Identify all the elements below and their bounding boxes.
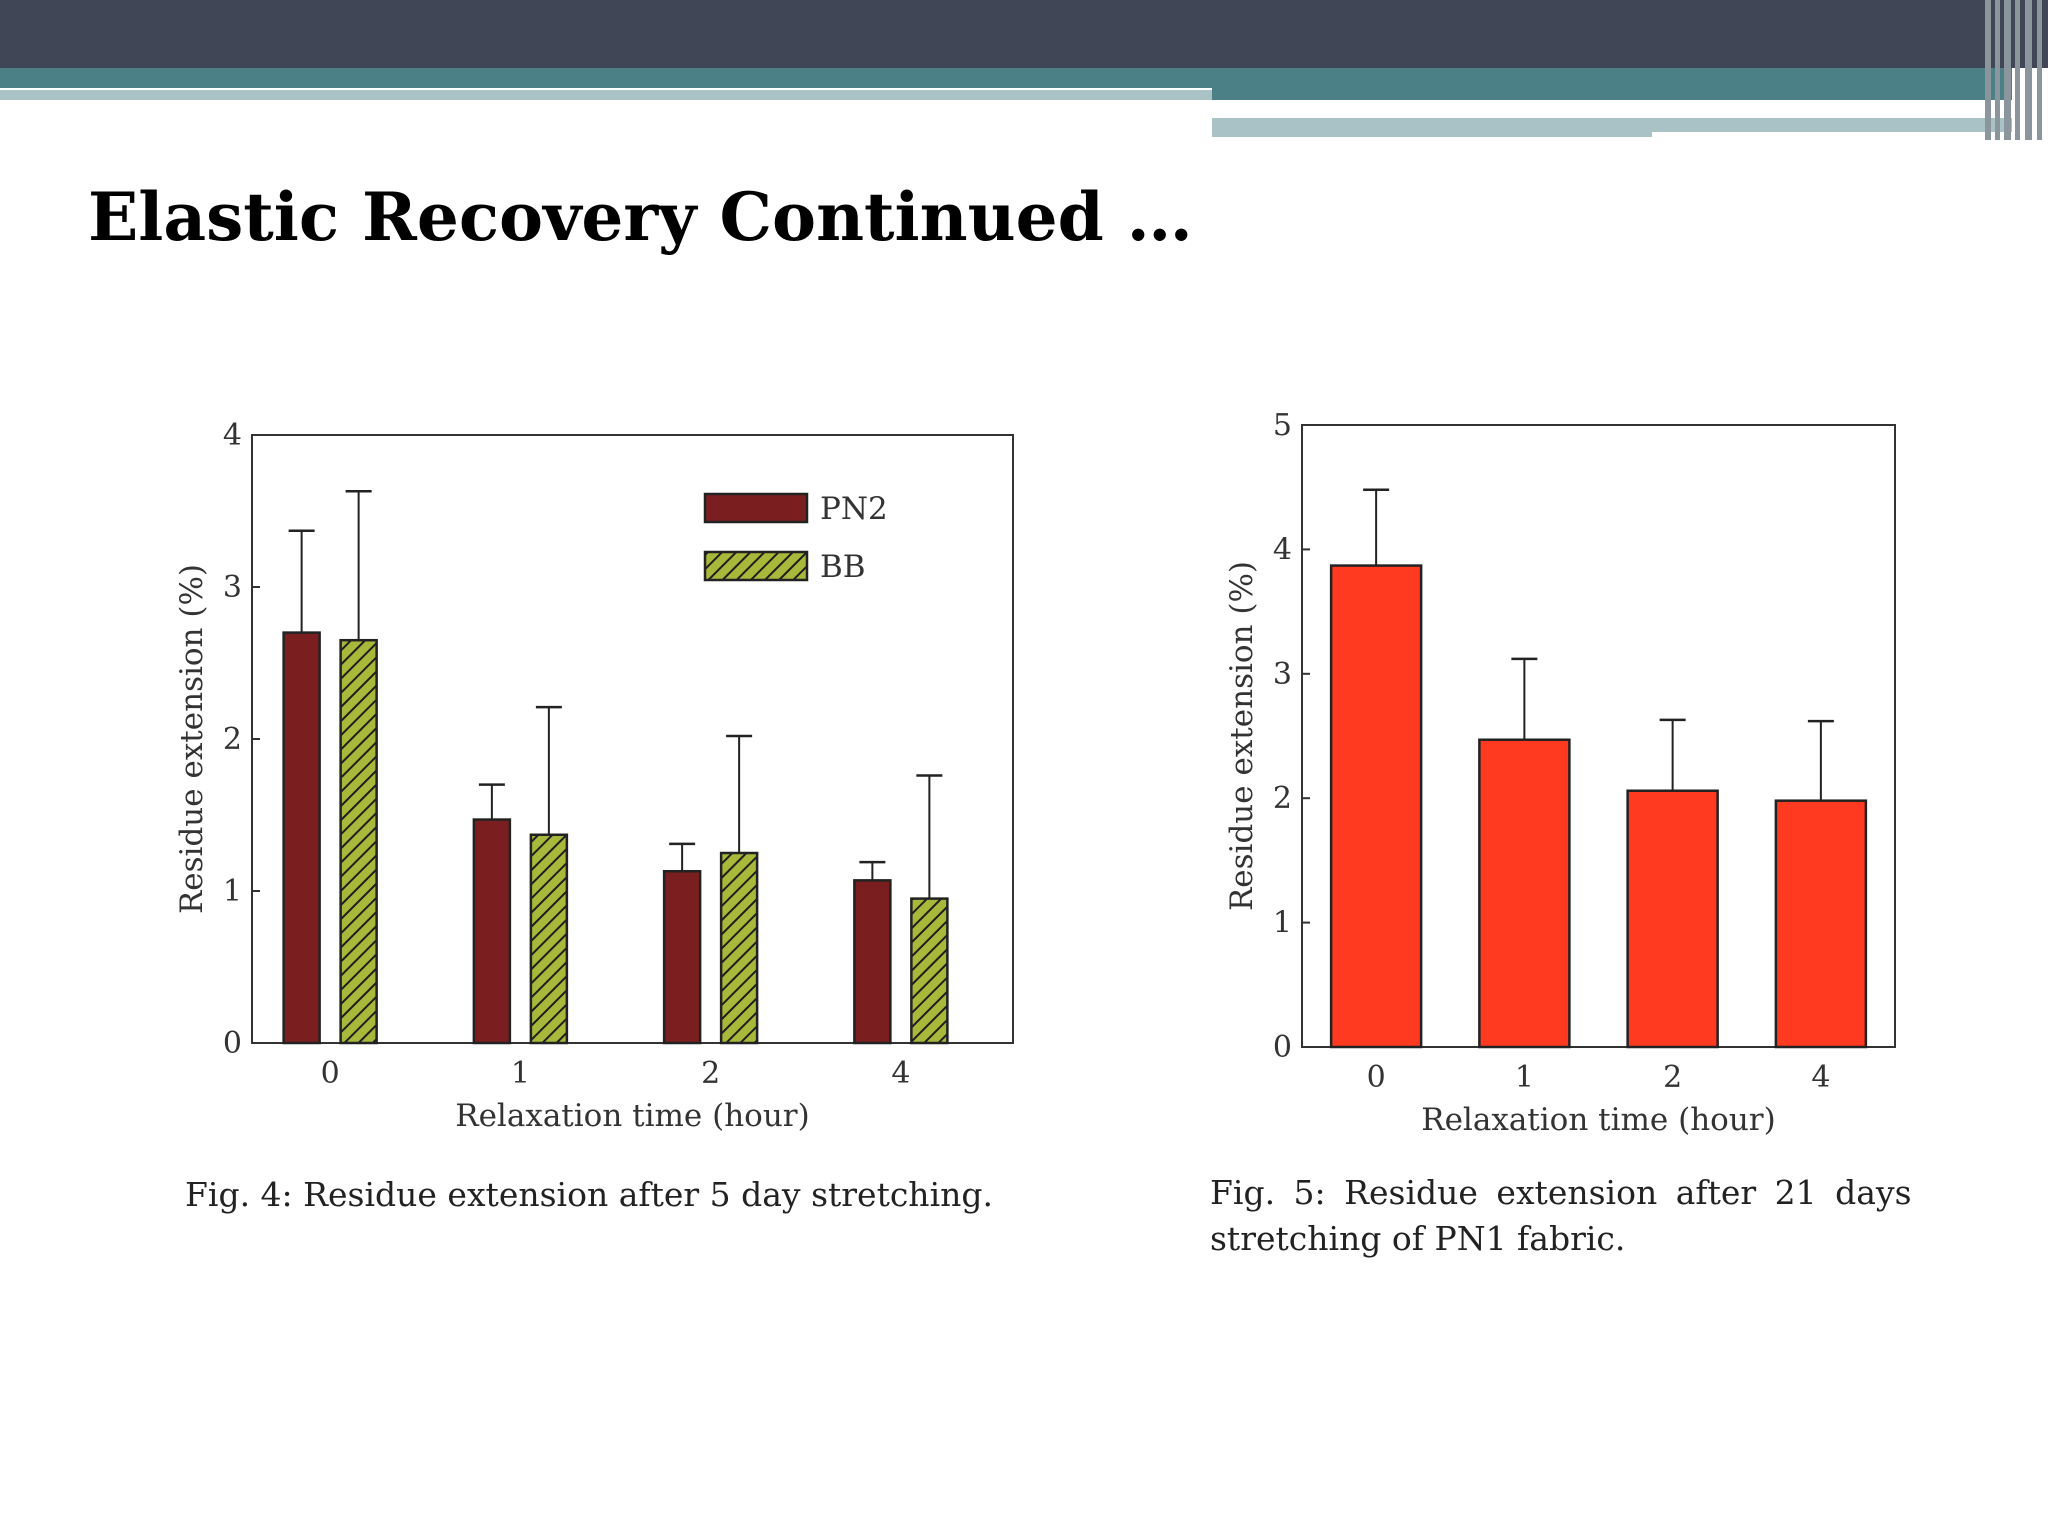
x-tick-label: 0 [321,1056,340,1091]
header-white-line [1212,111,1897,116]
figure-5-caption-line-1: Fig. 5: Residue extension after 21 days [1210,1173,1912,1212]
bar-bb [719,851,759,1045]
legend-swatch-bb [703,550,809,582]
header-bar [0,0,2048,68]
bar-pn2 [853,879,892,1045]
figure-4-caption: Fig. 4: Residue extension after 5 day st… [185,1175,993,1214]
bar-pn2 [282,631,321,1045]
bar-bb [529,833,569,1045]
x-tick-label: 2 [701,1056,720,1091]
legend-label-bb: BB [820,549,866,585]
legend-label-pn2: PN2 [820,491,888,527]
header-edge-bars [1985,0,2048,140]
bar-pn2 [472,818,512,1045]
y-axis-label: Residue extension (%) [174,564,210,914]
y-tick-label: 0 [223,1026,242,1061]
y-tick-label: 3 [223,570,242,605]
y-tick-label: 2 [223,722,242,757]
bar-pn2 [662,869,702,1045]
bar-bb [339,638,378,1045]
y-tick-label: 1 [223,874,242,909]
bar-bb [910,897,949,1045]
legend-swatch-pn2 [703,492,809,524]
x-tick-label: 1 [511,1056,530,1091]
y-tick-label: 4 [223,418,242,453]
x-axis-label: Relaxation time (hour) [455,1098,809,1134]
x-tick-label: 4 [891,1056,910,1091]
header-light-stripe-far-right [1652,118,2012,132]
figure-5-caption-line-2: stretching of PN1 fabric. [1210,1219,1626,1258]
header-stripe-right [1212,68,2012,100]
header-light-stripe [0,90,1212,100]
header-stripe [0,68,1212,88]
header-light-stripe-right [1212,118,1652,137]
slide-title: Elastic Recovery Continued … [88,178,1193,256]
